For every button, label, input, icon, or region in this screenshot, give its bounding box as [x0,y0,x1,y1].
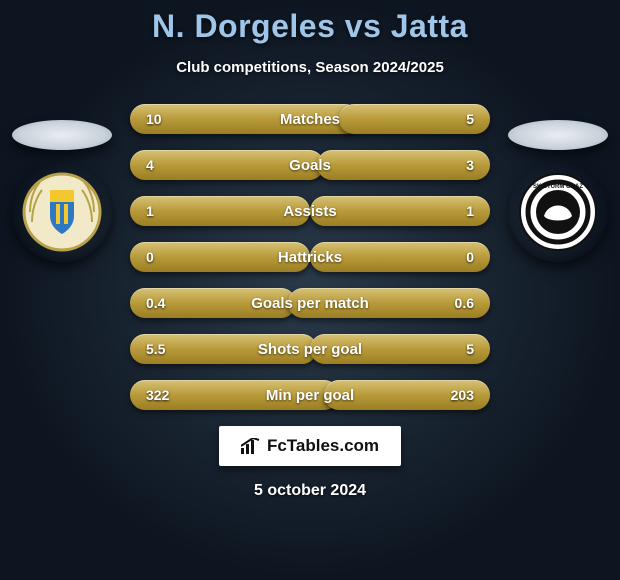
stat-row: Assists1 1 [130,196,490,226]
stat-label: Min per goal [130,380,490,410]
stat-value-left: 10 [146,104,162,134]
player-left-name: N. Dorgeles [152,8,335,44]
stat-row: Goals4 3 [130,150,490,180]
stat-value-right: 5 [466,334,474,364]
stat-row: Shots per goal5.5 5 [130,334,490,364]
player-right-name: Jatta [391,8,468,44]
stat-row: Hattricks0 0 [130,242,490,272]
stat-value-left: 4 [146,150,154,180]
stat-value-left: 0 [146,242,154,272]
stat-label: Shots per goal [130,334,490,364]
stat-value-right: 0.6 [455,288,474,318]
disc-right [508,120,608,150]
badge-left-svg [22,172,102,252]
page-title: N. Dorgeles vs Jatta [0,8,620,45]
stat-row: Goals per match0.4 0.6 [130,288,490,318]
stat-row: Min per goal322 203 [130,380,490,410]
stat-value-right: 0 [466,242,474,272]
subtitle: Club competitions, Season 2024/2025 [0,59,620,76]
badge-right-svg: SK STURM GRAZ [518,172,598,252]
stat-value-left: 5.5 [146,334,165,364]
stat-row: Matches10 5 [130,104,490,134]
date-text: 5 october 2024 [0,482,620,500]
vs-label: vs [345,8,382,44]
badge-left [12,162,112,262]
stat-rows: Matches10 5 Goals4 3 Assists1 1 Hattricks0 0 Goa… [130,104,490,410]
brand-text: FcTables.com [267,436,379,455]
stat-value-right: 1 [466,196,474,226]
stat-label: Goals per match [130,288,490,318]
stat-label: Goals [130,150,490,180]
badge-right: SK STURM GRAZ [508,162,608,262]
stat-label: Hattricks [130,242,490,272]
stat-label: Matches [130,104,490,134]
header: N. Dorgeles vs Jatta Club competitions, … [0,0,620,76]
stat-value-left: 1 [146,196,154,226]
brand-badge: FcTables.com [219,426,401,466]
stat-value-right: 3 [466,150,474,180]
crest-right: SK STURM GRAZ [508,120,608,262]
footer: FcTables.com 5 october 2024 [0,426,620,500]
svg-text:SK STURM GRAZ: SK STURM GRAZ [533,184,583,190]
stat-value-left: 0.4 [146,288,165,318]
stat-label: Assists [130,196,490,226]
chart-icon [241,438,261,454]
stat-value-right: 203 [451,380,474,410]
stat-value-right: 5 [466,104,474,134]
disc-left [12,120,112,150]
stat-value-left: 322 [146,380,169,410]
crest-left [12,120,112,262]
